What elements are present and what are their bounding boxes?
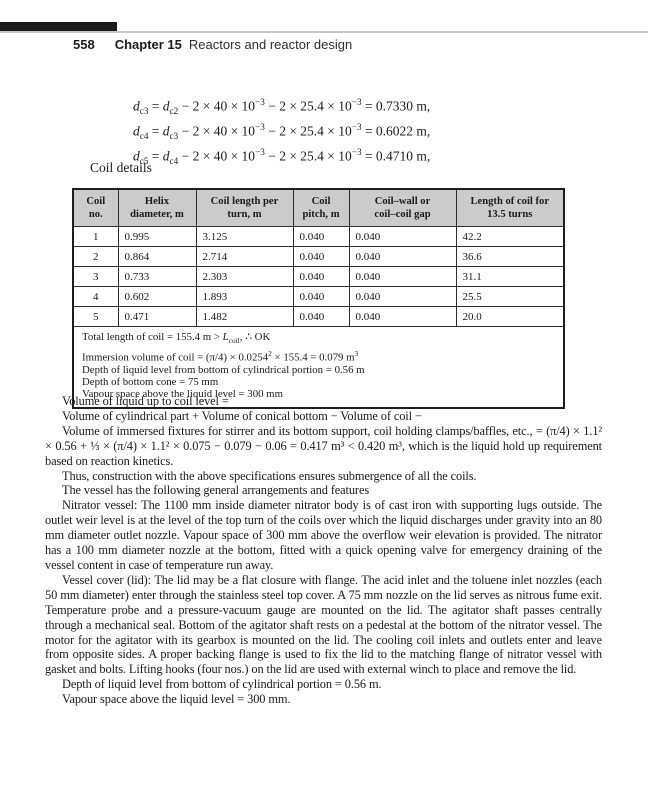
paragraph: Vessel cover (lid): The lid may be a fla…: [45, 572, 602, 677]
table-row: 3 0.733 2.303 0.040 0.040 31.1: [72, 266, 565, 287]
chapter-title: Reactors and reactor design: [188, 37, 353, 52]
table-note-line: Total length of coil = 155.4 m > Lcoil, …: [82, 331, 271, 346]
table-header-cell: Coil–wall or coil–coil gap: [348, 188, 457, 227]
top-black-bar: [0, 22, 117, 31]
table-cell: 0.040: [292, 226, 350, 247]
paragraph: Nitrator vessel: The 1100 mm inside diam…: [45, 498, 602, 572]
table-cell: 25.5: [455, 286, 565, 307]
table-row: 1 0.995 3.125 0.040 0.040 42.2: [72, 226, 565, 247]
table-cell: 31.1: [455, 266, 565, 287]
table-cell: 20.0: [455, 306, 565, 327]
equation-line: dc5 = dc4 − 2 × 40 × 10−3 − 2 × 25.4 × 1…: [133, 147, 431, 167]
table-cell: 0.040: [292, 266, 350, 287]
table-cell: 2.714: [195, 246, 294, 267]
table-header-cell: Length of coil for 13.5 turns: [455, 188, 565, 227]
equations-block: dc3 = dc2 − 2 × 40 × 10−3 − 2 × 25.4 × 1…: [133, 90, 431, 167]
paragraph: Vapour space above the liquid level = 30…: [62, 692, 291, 707]
equation-line: dc3 = dc2 − 2 × 40 × 10−3 − 2 × 25.4 × 1…: [133, 97, 431, 117]
table-cell: 3: [72, 266, 119, 287]
table-note-line: Vapour space above the liquid level = 30…: [82, 388, 283, 401]
table-row: 4 0.602 1.893 0.040 0.040 25.5: [72, 286, 565, 307]
table-cell: 1.482: [195, 306, 294, 327]
chapter-label: Chapter 15: [114, 37, 182, 52]
table-cell: 1.893: [195, 286, 294, 307]
table-cell: 0.602: [117, 286, 197, 307]
table-header-cell: Helix diameter, m: [117, 188, 197, 227]
table-cell: 0.040: [292, 286, 350, 307]
table-header-cell: Coil pitch, m: [292, 188, 350, 227]
page-header: 558 Chapter 15 Reactors and reactor design: [73, 37, 352, 52]
table-cell: 1: [72, 226, 119, 247]
paragraph: Volume of liquid up to coil level =: [62, 394, 229, 408]
table-foot: Total length of coil = 155.4 m > Lcoil, …: [72, 325, 565, 409]
paragraph: Depth of liquid level from bottom of cyl…: [62, 677, 382, 692]
paragraph: Thus, construction with the above specif…: [62, 468, 477, 483]
table-cell: 0.040: [348, 286, 457, 307]
body-text: Volume of liquid up to coil level = Volum…: [45, 394, 602, 707]
table-note-line: Immersion volume of coil = (π/4) × 0.025…: [82, 348, 359, 364]
table-cell: 2: [72, 246, 119, 267]
table-head: Coil no. Helix diameter, m Coil length per tu…: [72, 188, 565, 227]
table-cell: 0.040: [348, 226, 457, 247]
table-cell: 36.6: [455, 246, 565, 267]
table-cell: 0.040: [348, 246, 457, 267]
table-cell: 2.303: [195, 266, 294, 287]
table-cell: 0.733: [117, 266, 197, 287]
equation-line: dc4 = dc3 − 2 × 40 × 10−3 − 2 × 25.4 × 1…: [133, 122, 431, 142]
page-number: 558: [73, 37, 95, 52]
paragraph: The vessel has the following general arr…: [62, 483, 370, 498]
header-rule: [0, 31, 648, 33]
table-row: 2 0.864 2.714 0.040 0.040 36.6: [72, 246, 565, 267]
table-cell: 0.040: [348, 266, 457, 287]
table-cell: 3.125: [195, 226, 294, 247]
table-cell: 0.864: [117, 246, 197, 267]
table-header-cell: Coil no.: [72, 188, 119, 227]
table-cell: 0.040: [348, 306, 457, 327]
table-cell: 4: [72, 286, 119, 307]
table-notes-row: Total length of coil = 155.4 m > Lcoil, …: [72, 325, 565, 409]
table-body: 1 0.995 3.125 0.040 0.040 42.2 2 0.864 2.714 0.04…: [72, 226, 565, 327]
table-note-line: Depth of bottom cone = 75 mm: [82, 375, 219, 388]
coil-details-heading: Coil details: [90, 160, 152, 175]
table-notes: Total length of coil = 155.4 m > Lcoil, …: [72, 325, 565, 409]
paragraph: Volume of immersed fixtures for stirrer …: [45, 423, 602, 468]
table-row: 5 0.471 1.482 0.040 0.040 20.0: [72, 306, 565, 327]
table-header-row: Coil no. Helix diameter, m Coil length per tu…: [72, 188, 565, 227]
table-cell: 5: [72, 306, 119, 327]
table-header-cell: Coil length per turn, m: [195, 188, 294, 227]
table-cell: 0.995: [117, 226, 197, 247]
table-cell: 0.040: [292, 306, 350, 327]
table-cell: 0.471: [117, 306, 197, 327]
table-note-line: Depth of liquid level from bottom of cyl…: [82, 363, 365, 376]
paragraph: Volume of cylindrical part + Volume of c…: [62, 408, 422, 423]
table-cell: 42.2: [455, 226, 565, 247]
coil-details-table: Coil no. Helix diameter, m Coil length per tu…: [72, 188, 565, 409]
table-cell: 0.040: [292, 246, 350, 267]
